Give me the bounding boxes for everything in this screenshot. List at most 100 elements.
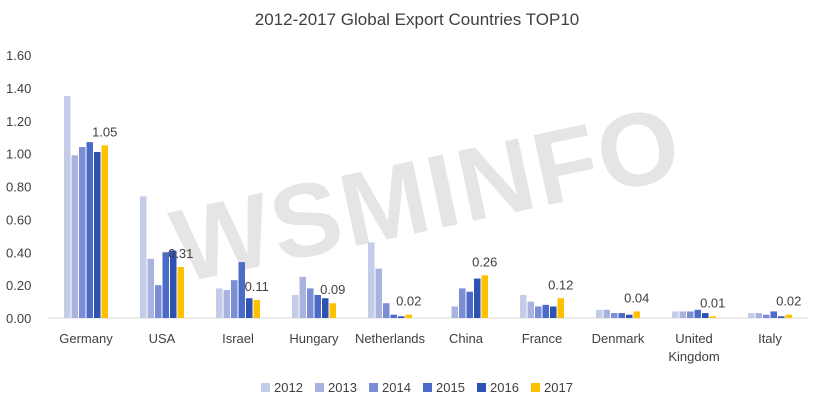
chart-title: 2012-2017 Global Export Countries TOP10 xyxy=(255,10,579,29)
y-tick-label: 0.20 xyxy=(6,278,31,293)
bar-2012 xyxy=(292,294,299,318)
bar-2015 xyxy=(238,262,245,318)
category-label: China xyxy=(449,331,484,346)
bar-2017 xyxy=(785,314,792,318)
bar-2017 xyxy=(405,314,412,318)
bar-2017 xyxy=(177,267,184,318)
bar-2012 xyxy=(64,96,71,318)
bar-2015 xyxy=(314,294,321,318)
y-tick-label: 0.40 xyxy=(6,245,31,260)
bar-2016 xyxy=(474,278,481,318)
legend-swatch xyxy=(369,383,378,392)
bar-2016 xyxy=(322,298,329,318)
category-label: Denmark xyxy=(592,331,645,346)
y-tick-label: 0.60 xyxy=(6,212,31,227)
bar-2016 xyxy=(398,316,405,318)
legend-swatch xyxy=(261,383,270,392)
bar-2013 xyxy=(71,155,78,318)
category-label: Italy xyxy=(758,331,782,346)
bar-2017 xyxy=(253,299,260,318)
bar-2017 xyxy=(481,275,488,318)
data-labels-group: 1.05 0.31 0.11 0.09 0.02 0.26 0.12 0.04 0.01 0.02 xyxy=(92,124,801,310)
category-labels-group: Germany USA Israel Hungary Netherlands China F… xyxy=(59,331,782,364)
bar-2016 xyxy=(778,316,785,318)
legend-label: 2012 xyxy=(274,380,303,395)
legend-label: 2016 xyxy=(490,380,519,395)
bar-2014 xyxy=(687,311,694,318)
y-axis-ticks: 0.00 0.20 0.40 0.60 0.80 1.00 1.20 1.40 1.60 xyxy=(6,48,31,326)
data-label: 1.05 xyxy=(92,124,117,139)
bar-2012 xyxy=(748,313,755,318)
bar-2015 xyxy=(694,309,701,318)
data-label: 0.01 xyxy=(700,295,725,310)
category-label: Israel xyxy=(222,331,254,346)
legend-swatch xyxy=(531,383,540,392)
bar-2015 xyxy=(86,142,93,318)
bar-2015 xyxy=(466,291,473,318)
bar-2016 xyxy=(550,306,557,318)
bar-2012 xyxy=(140,196,147,318)
bar-2014 xyxy=(307,288,314,318)
bar-2017 xyxy=(101,145,108,318)
legend-swatch xyxy=(423,383,432,392)
data-label: 0.09 xyxy=(320,282,345,297)
legend-label: 2015 xyxy=(436,380,465,395)
category-label: France xyxy=(522,331,562,346)
legend-label: 2013 xyxy=(328,380,357,395)
bar-2013 xyxy=(755,313,762,318)
data-label: 0.02 xyxy=(396,294,421,309)
bar-2014 xyxy=(383,303,390,318)
bar-2016 xyxy=(94,151,101,318)
bar-2016 xyxy=(170,250,177,318)
y-tick-label: 0.80 xyxy=(6,180,31,195)
bar-2013 xyxy=(147,258,154,318)
bar-2014 xyxy=(763,314,770,318)
legend-swatch xyxy=(315,383,324,392)
bar-2012 xyxy=(672,311,679,318)
bar-2013 xyxy=(299,276,306,318)
bar-2015 xyxy=(542,304,549,318)
bar-2013 xyxy=(679,311,686,318)
bar-2016 xyxy=(626,314,633,318)
category-label: Netherlands xyxy=(355,331,426,346)
category-label: USA xyxy=(149,331,176,346)
bar-2014 xyxy=(459,288,466,318)
bar-2013 xyxy=(375,268,382,318)
bar-2015 xyxy=(390,314,397,318)
bar-2015 xyxy=(162,252,169,318)
legend-swatch xyxy=(477,383,486,392)
bar-2012 xyxy=(216,288,223,318)
bars-group xyxy=(64,96,792,319)
bar-2013 xyxy=(527,301,534,318)
category-label: Hungary xyxy=(289,331,339,346)
bar-2017 xyxy=(709,316,716,318)
bar-2016 xyxy=(246,298,253,318)
data-label: 0.02 xyxy=(776,294,801,309)
bar-2013 xyxy=(451,306,458,318)
bar-2012 xyxy=(596,309,603,318)
bar-2014 xyxy=(611,313,618,318)
bar-2014 xyxy=(231,280,238,318)
bar-2012 xyxy=(520,294,527,318)
bar-2012 xyxy=(368,242,375,318)
legend: 2012 2013 2014 2015 2016 2017 xyxy=(261,380,573,395)
bar-2015 xyxy=(770,311,777,318)
y-tick-label: 1.20 xyxy=(6,114,31,129)
bar-2017 xyxy=(557,298,564,318)
category-label: United Kingdom xyxy=(668,331,719,364)
bar-2017 xyxy=(329,303,336,318)
y-tick-label: 1.40 xyxy=(6,81,31,96)
legend-label: 2014 xyxy=(382,380,411,395)
data-label: 0.31 xyxy=(168,246,193,261)
bar-2017 xyxy=(633,311,640,318)
y-tick-label: 1.00 xyxy=(6,147,31,162)
y-tick-label: 0.00 xyxy=(6,311,31,326)
category-label: Germany xyxy=(59,331,113,346)
bar-2016 xyxy=(702,313,709,318)
bar-2015 xyxy=(618,313,625,318)
bar-2013 xyxy=(223,290,230,318)
legend-label: 2017 xyxy=(544,380,573,395)
data-label: 0.04 xyxy=(624,290,649,305)
bar-2014 xyxy=(535,306,542,318)
bar-2013 xyxy=(603,309,610,318)
